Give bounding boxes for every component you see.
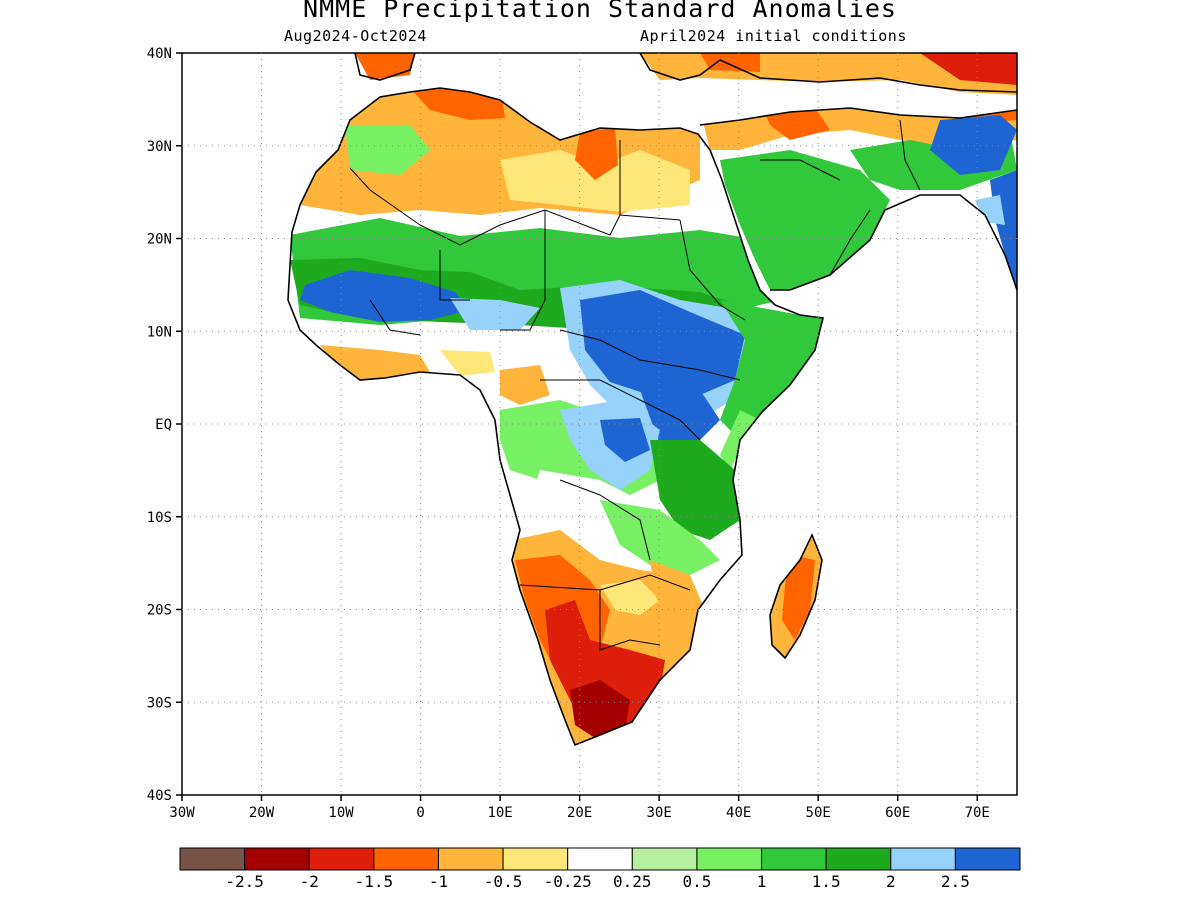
colorbar-label: -0.5	[484, 872, 523, 891]
country-borders	[349, 119, 921, 651]
lon-tick-label: 20E	[567, 805, 592, 821]
libya-egypt-region	[500, 150, 690, 212]
sudan-ethiopia-very-wet-region	[580, 290, 745, 395]
colorbar-label: 1	[757, 872, 767, 891]
colorbar-label: -1	[429, 872, 448, 891]
colorbar-swatch	[696, 847, 763, 871]
colorbar-label: 0.5	[682, 872, 711, 891]
lat-tick-label: 20S	[147, 603, 172, 619]
lat-tick-label: 40N	[147, 46, 172, 62]
lat-tick-label: 10S	[147, 510, 172, 526]
lon-tick-label: 70E	[965, 805, 990, 821]
colorbar-label: -2	[300, 872, 319, 891]
lon-tick-label: 50E	[806, 805, 831, 821]
colorbar-swatch	[244, 847, 310, 871]
map-subtitle-period: Aug2024-Oct2024	[284, 27, 427, 45]
lon-tick-label: 40E	[726, 805, 751, 821]
colorbar-label: 0.25	[613, 872, 652, 891]
west-africa-very-wet-region	[300, 270, 470, 322]
colorbar-swatch	[373, 847, 439, 871]
lon-tick-label: 10E	[487, 805, 512, 821]
colorbar-swatch	[437, 847, 504, 871]
colorbar-swatch	[761, 847, 827, 871]
colorbar-swatch	[179, 847, 246, 871]
africa-anomaly-layer	[288, 88, 823, 745]
colorbar: -2.5 -2 -1.5 -1 -0.5 -0.25 0.25 0.5 1 1.5 2 2.5	[179, 847, 1021, 891]
colorbar-label: 2.5	[941, 872, 970, 891]
arabia-wet-region	[720, 150, 890, 290]
lat-tick-label: 10N	[147, 324, 172, 340]
colorbar-swatch	[567, 847, 633, 871]
colorbar-label: -1.5	[355, 872, 394, 891]
colorbar-label: 1.5	[812, 872, 841, 891]
lat-tick-label: 30S	[147, 695, 172, 711]
india-wet-region	[930, 115, 1017, 175]
lon-tick-label: 10W	[328, 805, 354, 821]
colorbar-swatch	[825, 847, 892, 871]
coastlines	[287, 52, 1018, 747]
map-title: NMME Precipitation Standard Anomalies	[303, 0, 897, 23]
colorbar-swatch	[631, 847, 698, 871]
colorbar-label: -2.5	[225, 872, 264, 891]
colorbar-swatch	[308, 847, 375, 871]
colorbar-swatch	[890, 847, 956, 871]
lon-tick-label: 0	[416, 805, 424, 821]
lon-tick-label: 30W	[169, 805, 195, 821]
lat-tick-label: EQ	[155, 417, 172, 433]
map-subtitle-init: April2024 initial conditions	[640, 27, 907, 45]
lat-tick-label: 20N	[147, 232, 172, 248]
colorbar-swatch	[502, 847, 569, 871]
lon-tick-label: 20W	[249, 805, 275, 821]
colorbar-label: -0.25	[544, 872, 592, 891]
lat-tick-label: 40S	[147, 788, 172, 804]
lon-tick-label: 60E	[885, 805, 910, 821]
lon-tick-label: 30E	[646, 805, 671, 821]
colorbar-label: 2	[886, 872, 896, 891]
lat-tick-label: 30N	[147, 139, 172, 155]
colorbar-swatch	[954, 847, 1021, 871]
graticule	[182, 53, 1017, 795]
